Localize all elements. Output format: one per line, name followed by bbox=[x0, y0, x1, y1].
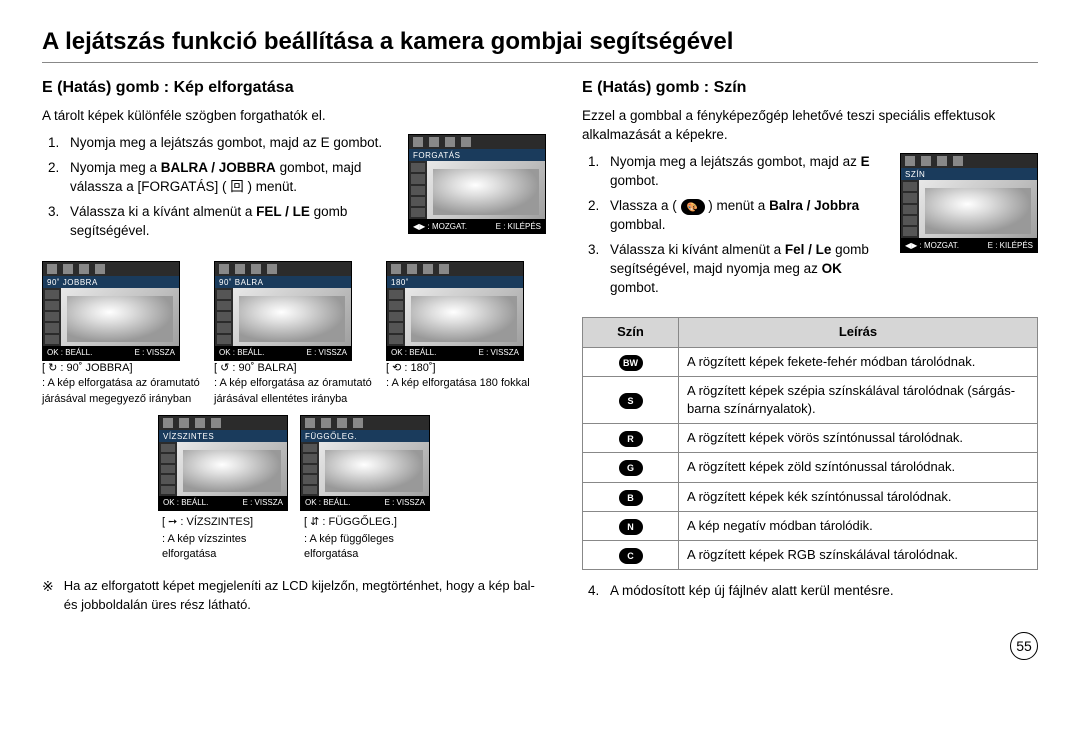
table-row: G A rögzített képek zöld színtónussal tár… bbox=[583, 453, 1038, 482]
desc-cell: A rögzített képek zöld színtónussal táro… bbox=[679, 453, 1038, 482]
bottom-left: ◀▶ : MOZGAT. bbox=[905, 240, 959, 251]
thumb-row-1: 90˚ JOBBRA OK : BEÁLL.E : VISSZA [ ↻ : 9… bbox=[42, 261, 546, 407]
camera-screen-thumb: 180˚ OK : BEÁLL.E : VISSZA bbox=[386, 261, 524, 361]
mode-icon: S bbox=[619, 393, 643, 409]
mode-icon: C bbox=[619, 548, 643, 564]
step-text: Nyomja meg a BALRA / JOBBRA gombot, majd… bbox=[70, 159, 394, 197]
right-column: E (Hatás) gomb : Szín Ezzel a gombbal a … bbox=[582, 77, 1038, 614]
table-row: B A rögzített képek kék színtónussal táro… bbox=[583, 482, 1038, 511]
desc-cell: A kép negatív módban tárolódik. bbox=[679, 511, 1038, 540]
thumb-caption: [ ⟲ : 180˚] : A kép elforgatása 180 fokk… bbox=[386, 361, 546, 392]
thumb-caption: [ ↺ : 90˚ BALRA] : A kép elforgatása az … bbox=[214, 361, 374, 407]
thumb: 90˚ BALRA OK : BEÁLL.E : VISSZA [ ↺ : 90… bbox=[214, 261, 374, 407]
desc-cell: A rögzített képek fekete-fehér módban tá… bbox=[679, 347, 1038, 376]
table-row: R A rögzített képek vörös színtónussal tá… bbox=[583, 424, 1038, 453]
bottom-right: E : KILÉPÉS bbox=[496, 221, 541, 232]
note: ※ Ha az elforgatott képet megjeleníti az… bbox=[42, 577, 546, 613]
camera-screen-thumb: 90˚ BALRA OK : BEÁLL.E : VISSZA bbox=[214, 261, 352, 361]
color-table: Szín Leírás BW A rögzített képek fekete-f… bbox=[582, 317, 1038, 570]
screen-mode-label: SZÍN bbox=[901, 168, 1037, 180]
thumb-row-2: VÍZSZINTES OK : BEÁLL.E : VISSZA [ ➙ : V… bbox=[42, 415, 546, 562]
thumb: VÍZSZINTES OK : BEÁLL.E : VISSZA [ ➙ : V… bbox=[158, 415, 288, 562]
table-row: N A kép negatív módban tárolódik. bbox=[583, 511, 1038, 540]
manual-page: A lejátszás funkció beállítása a kamera … bbox=[0, 0, 1080, 678]
camera-screen-main: FORGATÁS ◀▶ : MOZGAT. E : KILÉPÉS bbox=[408, 134, 546, 234]
two-columns: E (Hatás) gomb : Kép elforgatása A tárol… bbox=[42, 77, 1038, 614]
camera-screen-main: SZÍN ◀▶ : MOZGAT. E : KILÉPÉS bbox=[900, 153, 1038, 253]
thumb: 90˚ JOBBRA OK : BEÁLL.E : VISSZA [ ↻ : 9… bbox=[42, 261, 202, 407]
page-number: 55 bbox=[1010, 632, 1038, 660]
step: 3. Válassza ki a kívánt almenüt a FEL / … bbox=[48, 203, 394, 241]
right-intro: Ezzel a gombbal a fényképezőgép lehetővé… bbox=[582, 107, 1038, 145]
camera-screen-thumb: FÜGGŐLEG. OK : BEÁLL.E : VISSZA bbox=[300, 415, 430, 511]
thumb: FÜGGŐLEG. OK : BEÁLL.E : VISSZA [ ⇵ : FÜ… bbox=[300, 415, 430, 562]
desc-cell: A rögzített képek kék színtónussal tárol… bbox=[679, 482, 1038, 511]
left-column: E (Hatás) gomb : Kép elforgatása A tárol… bbox=[42, 77, 546, 614]
footnote-text: A módosított kép új fájlnév alatt kerül … bbox=[610, 582, 894, 601]
camera-screen-thumb: 90˚ JOBBRA OK : BEÁLL.E : VISSZA bbox=[42, 261, 180, 361]
mode-icon: BW bbox=[619, 355, 643, 371]
desc-cell: A rögzített képek vörös színtónussal tár… bbox=[679, 424, 1038, 453]
step-text: Válassza ki kívánt almenüt a Fel / Le go… bbox=[610, 241, 886, 298]
left-steps-and-shot: 1. Nyomja meg a lejátszás gombot, majd a… bbox=[42, 134, 546, 246]
left-intro: A tárolt képek különféle szögben forgath… bbox=[42, 107, 546, 126]
page-title: A lejátszás funkció beállítása a kamera … bbox=[42, 28, 1038, 56]
step: 1. Nyomja meg a lejátszás gombot, majd a… bbox=[48, 134, 394, 153]
bottom-right: E : KILÉPÉS bbox=[988, 240, 1033, 251]
step: 2. Nyomja meg a BALRA / JOBBRA gombot, m… bbox=[48, 159, 394, 197]
step-number: 3. bbox=[588, 241, 604, 298]
screen-mode-label: FORGATÁS bbox=[409, 149, 545, 161]
page-footer: 55 bbox=[42, 632, 1038, 660]
step-text: Válassza ki a kívánt almenüt a FEL / LE … bbox=[70, 203, 394, 241]
desc-cell: A rögzített képek szépia színskálával tá… bbox=[679, 376, 1038, 423]
th-color: Szín bbox=[583, 318, 679, 347]
desc-cell: A rögzített képek RGB színskálával tárol… bbox=[679, 540, 1038, 569]
thumb-caption: [ ↻ : 90˚ JOBBRA] : A kép elforgatása az… bbox=[42, 361, 202, 407]
right-heading: E (Hatás) gomb : Szín bbox=[582, 77, 1038, 99]
title-rule bbox=[42, 62, 1038, 63]
table-row: BW A rögzített képek fekete-fehér módban … bbox=[583, 347, 1038, 376]
left-heading: E (Hatás) gomb : Kép elforgatása bbox=[42, 77, 546, 99]
bottom-left: ◀▶ : MOZGAT. bbox=[413, 221, 467, 232]
camera-screen-thumb: VÍZSZINTES OK : BEÁLL.E : VISSZA bbox=[158, 415, 288, 511]
step-number: 1. bbox=[48, 134, 64, 153]
step: 3. Válassza ki kívánt almenüt a Fel / Le… bbox=[588, 241, 886, 298]
step: 1. Nyomja meg a lejátszás gombot, majd a… bbox=[588, 153, 886, 191]
right-steps: 1. Nyomja meg a lejátszás gombot, majd a… bbox=[582, 153, 886, 303]
mode-icon: R bbox=[619, 431, 643, 447]
thumb-caption: [ ⇵ : FÜGGŐLEG.] : A kép függőleges elfo… bbox=[300, 515, 430, 562]
table-row: C A rögzített képek RGB színskálával táro… bbox=[583, 540, 1038, 569]
palette-icon: 🎨 bbox=[681, 199, 705, 215]
note-text: Ha az elforgatott képet megjeleníti az L… bbox=[64, 577, 546, 613]
mode-icon: G bbox=[619, 460, 643, 476]
step-number: 4. bbox=[588, 582, 604, 601]
step-number: 2. bbox=[588, 197, 604, 235]
th-desc: Leírás bbox=[679, 318, 1038, 347]
right-steps-and-shot: 1. Nyomja meg a lejátszás gombot, majd a… bbox=[582, 153, 1038, 303]
thumb-caption: [ ➙ : VÍZSZINTES] : A kép vízszintes elf… bbox=[158, 515, 288, 562]
thumb: 180˚ OK : BEÁLL.E : VISSZA [ ⟲ : 180˚] :… bbox=[386, 261, 546, 407]
footnote: 4. A módosított kép új fájlnév alatt ker… bbox=[582, 582, 1038, 601]
step-text: Nyomja meg a lejátszás gombot, majd az E… bbox=[70, 134, 382, 153]
step-number: 2. bbox=[48, 159, 64, 197]
mode-icon: B bbox=[619, 490, 643, 506]
step: 2. Vlassza a ( 🎨 ) menüt a Balra / Jobbr… bbox=[588, 197, 886, 235]
left-steps: 1. Nyomja meg a lejátszás gombot, majd a… bbox=[42, 134, 394, 246]
table-row: S A rögzített képek szépia színskálával t… bbox=[583, 376, 1038, 423]
step-number: 1. bbox=[588, 153, 604, 191]
step-text: Vlassza a ( 🎨 ) menüt a Balra / Jobbra g… bbox=[610, 197, 886, 235]
step-number: 3. bbox=[48, 203, 64, 241]
note-bullet-icon: ※ bbox=[42, 577, 54, 613]
mode-icon: N bbox=[619, 519, 643, 535]
step-text: Nyomja meg a lejátszás gombot, majd az E… bbox=[610, 153, 886, 191]
